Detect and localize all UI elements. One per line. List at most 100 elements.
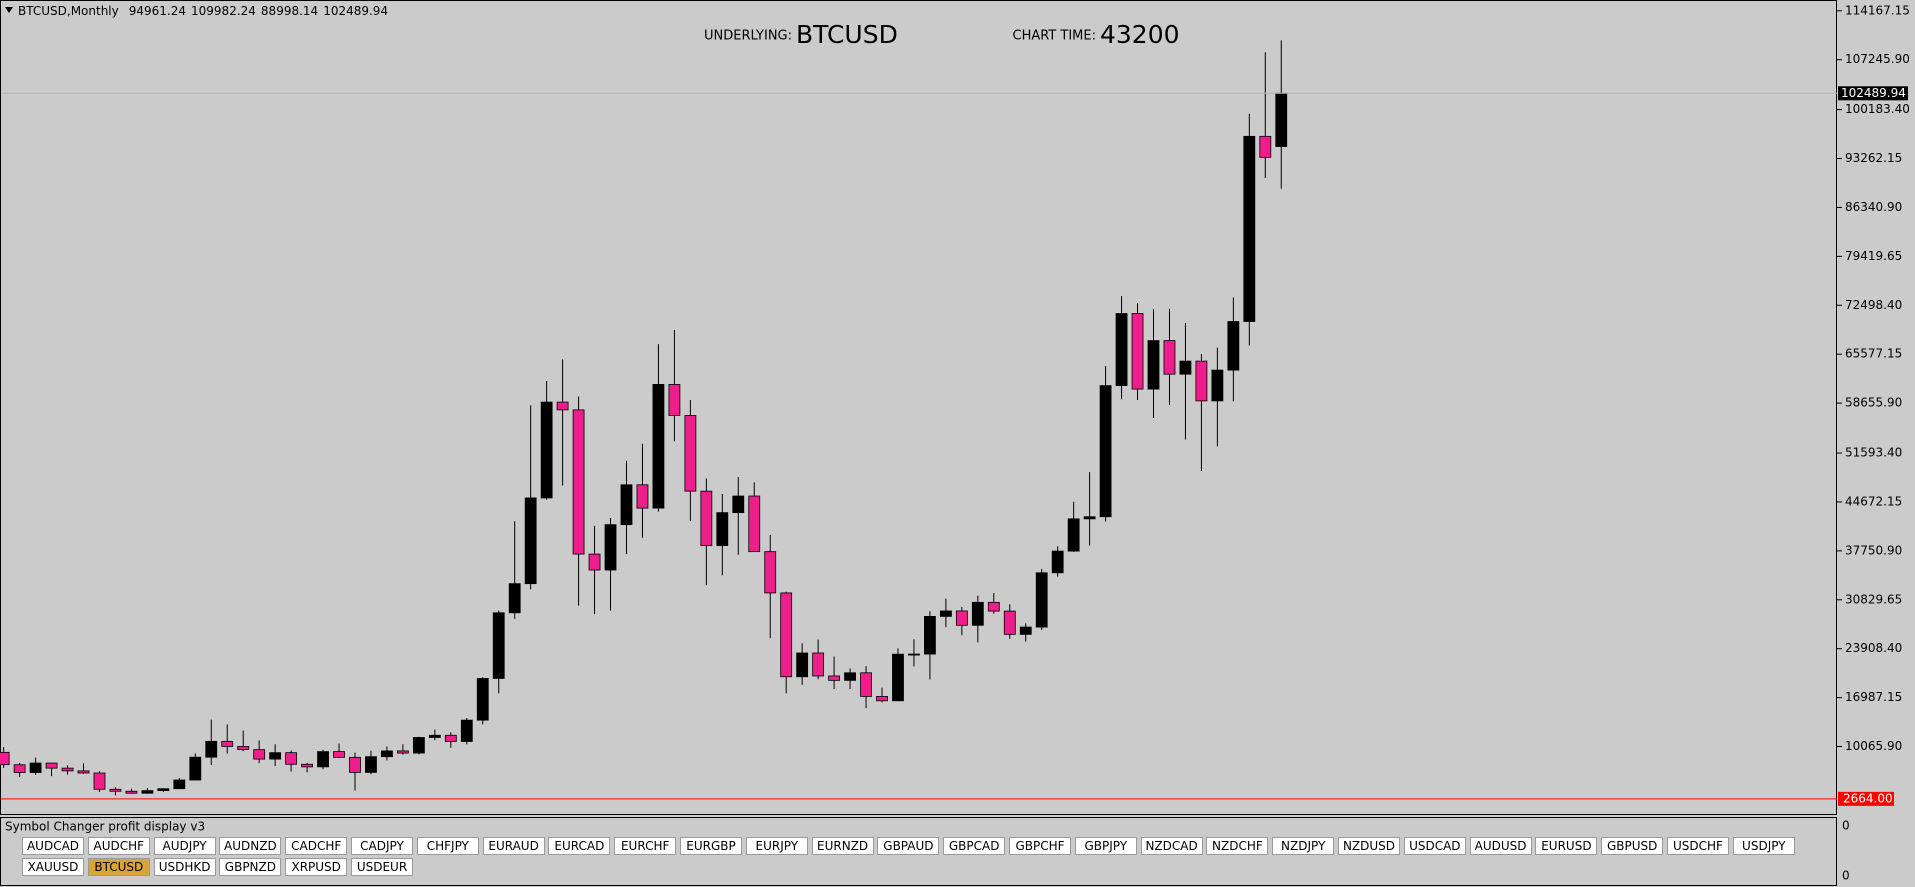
candle-body xyxy=(141,790,154,794)
candle-body xyxy=(189,756,202,781)
close-value: 102489.94 xyxy=(323,4,388,18)
symbol-button[interactable]: AUDCHF xyxy=(87,837,150,855)
candle-body xyxy=(1163,340,1176,375)
symbol-button[interactable]: GBPNZD xyxy=(219,857,282,876)
candle-body xyxy=(924,615,936,655)
candle-body xyxy=(428,734,441,738)
plot-frame xyxy=(0,0,1837,815)
candle-body xyxy=(157,788,170,792)
y-tick-label: 86340.90 xyxy=(1845,200,1902,214)
symbol-button[interactable]: GBPJPY xyxy=(1074,837,1137,855)
y-tick-label: 51593.40 xyxy=(1845,446,1902,460)
candle-body xyxy=(444,734,457,742)
symbol-button[interactable]: AUDCAD xyxy=(22,837,84,855)
symbol-button[interactable]: EURUSD xyxy=(1535,837,1598,855)
symbol-button[interactable]: NZDCAD xyxy=(1140,837,1203,855)
y-tick-label: 16987.15 xyxy=(1845,690,1902,704)
symbol-button[interactable]: EURGBP xyxy=(680,837,742,855)
symbol-button[interactable]: USDJPY xyxy=(1732,837,1795,855)
candle-body xyxy=(732,495,745,514)
candle-body xyxy=(1051,550,1064,574)
symbol-button[interactable]: EURJPY xyxy=(745,837,808,855)
indicator-title: Symbol Changer profit display v3 xyxy=(5,820,205,834)
y-tick-label: 10065.90 xyxy=(1845,739,1902,753)
candle-body xyxy=(908,653,920,656)
candle-body xyxy=(828,675,840,681)
symbol-button[interactable]: BTCUSD xyxy=(87,857,150,876)
symbol-button[interactable]: CADCHF xyxy=(285,837,348,855)
candle-body xyxy=(93,772,106,790)
underlying-label: UNDERLYING: xyxy=(704,29,792,44)
candle-body xyxy=(13,764,26,773)
symbol-button[interactable]: USDHKD xyxy=(153,857,216,876)
candle-body xyxy=(125,790,138,794)
symbol-button[interactable]: GBPUSD xyxy=(1601,837,1664,855)
symbol-button[interactable]: GBPCHF xyxy=(1009,837,1071,855)
candle-body xyxy=(1275,92,1288,147)
symbol-button[interactable]: EURCHF xyxy=(614,837,677,855)
candle-body xyxy=(412,737,425,754)
candle-body xyxy=(524,497,537,585)
chart-time-label: CHART TIME: xyxy=(1013,29,1097,44)
high-value: 109982.24 xyxy=(191,4,256,18)
open-value: 94961.24 xyxy=(129,4,186,18)
candle-body xyxy=(1067,518,1080,552)
level-label: 2664.00 xyxy=(1843,791,1893,805)
candle-body xyxy=(285,752,298,765)
symbol-button[interactable]: AUDJPY xyxy=(153,837,216,855)
symbol-button[interactable]: XAUUSD xyxy=(22,857,84,876)
candle-body xyxy=(0,751,10,766)
candle-body xyxy=(780,592,793,678)
symbol-button[interactable]: USDEUR xyxy=(351,857,413,876)
level-label-box xyxy=(1838,791,1894,806)
last-price-box xyxy=(1838,86,1908,101)
symbol-button[interactable]: EURAUD xyxy=(482,837,545,855)
symbol-button[interactable]: CHFJPY xyxy=(416,837,479,855)
candle-body xyxy=(620,484,633,526)
candle-body xyxy=(221,740,234,747)
symbol-button[interactable]: AUDUSD xyxy=(1469,837,1532,855)
candle-body xyxy=(253,749,266,760)
candle-body xyxy=(45,762,58,769)
indicator-axis-label: 0 xyxy=(1842,869,1850,883)
y-tick-label: 79419.65 xyxy=(1845,249,1902,263)
symbol-button[interactable]: XRPUSD xyxy=(285,857,348,876)
y-tick-label: 107245.90 xyxy=(1845,52,1910,66)
candle-body xyxy=(109,788,122,792)
candle-body xyxy=(876,696,888,702)
candle-body xyxy=(1099,385,1112,518)
symbol-button[interactable]: NZDJPY xyxy=(1272,837,1335,855)
y-tick-label: 72498.40 xyxy=(1845,298,1902,312)
chart-time-value: 43200 xyxy=(1100,20,1180,49)
candle-body xyxy=(397,750,409,754)
candle-body xyxy=(1115,313,1128,387)
candle-body xyxy=(540,401,553,499)
candle-body xyxy=(844,672,856,681)
symbol-button[interactable]: AUDNZD xyxy=(219,837,282,855)
symbol-button[interactable]: USDCHF xyxy=(1667,837,1729,855)
candle-body xyxy=(1195,360,1208,402)
symbol-button[interactable]: EURCAD xyxy=(548,837,611,855)
candle-body xyxy=(476,678,489,721)
candle-body xyxy=(668,384,681,416)
y-tick-label: 65577.15 xyxy=(1845,347,1902,361)
candle-body xyxy=(684,415,697,492)
symbol-button[interactable]: EURNZD xyxy=(811,837,874,855)
candle-body xyxy=(301,763,313,768)
candle-body xyxy=(333,751,345,758)
candle-body xyxy=(508,583,521,614)
indicator-axis-label: 0 xyxy=(1842,819,1850,833)
candle-body xyxy=(205,740,218,758)
symbol-button[interactable]: GBPCAD xyxy=(943,837,1006,855)
candle-body xyxy=(237,746,250,751)
y-tick-label: 93262.15 xyxy=(1845,151,1902,165)
symbol-button[interactable]: CADJPY xyxy=(351,837,413,855)
symbol-button[interactable]: NZDUSD xyxy=(1338,837,1400,855)
symbol-button[interactable]: GBPAUD xyxy=(877,837,940,855)
symbol-button[interactable]: USDCAD xyxy=(1403,837,1466,855)
candle-body xyxy=(748,495,761,553)
symbol-button[interactable]: NZDCHF xyxy=(1206,837,1269,855)
candle-body xyxy=(939,610,952,617)
